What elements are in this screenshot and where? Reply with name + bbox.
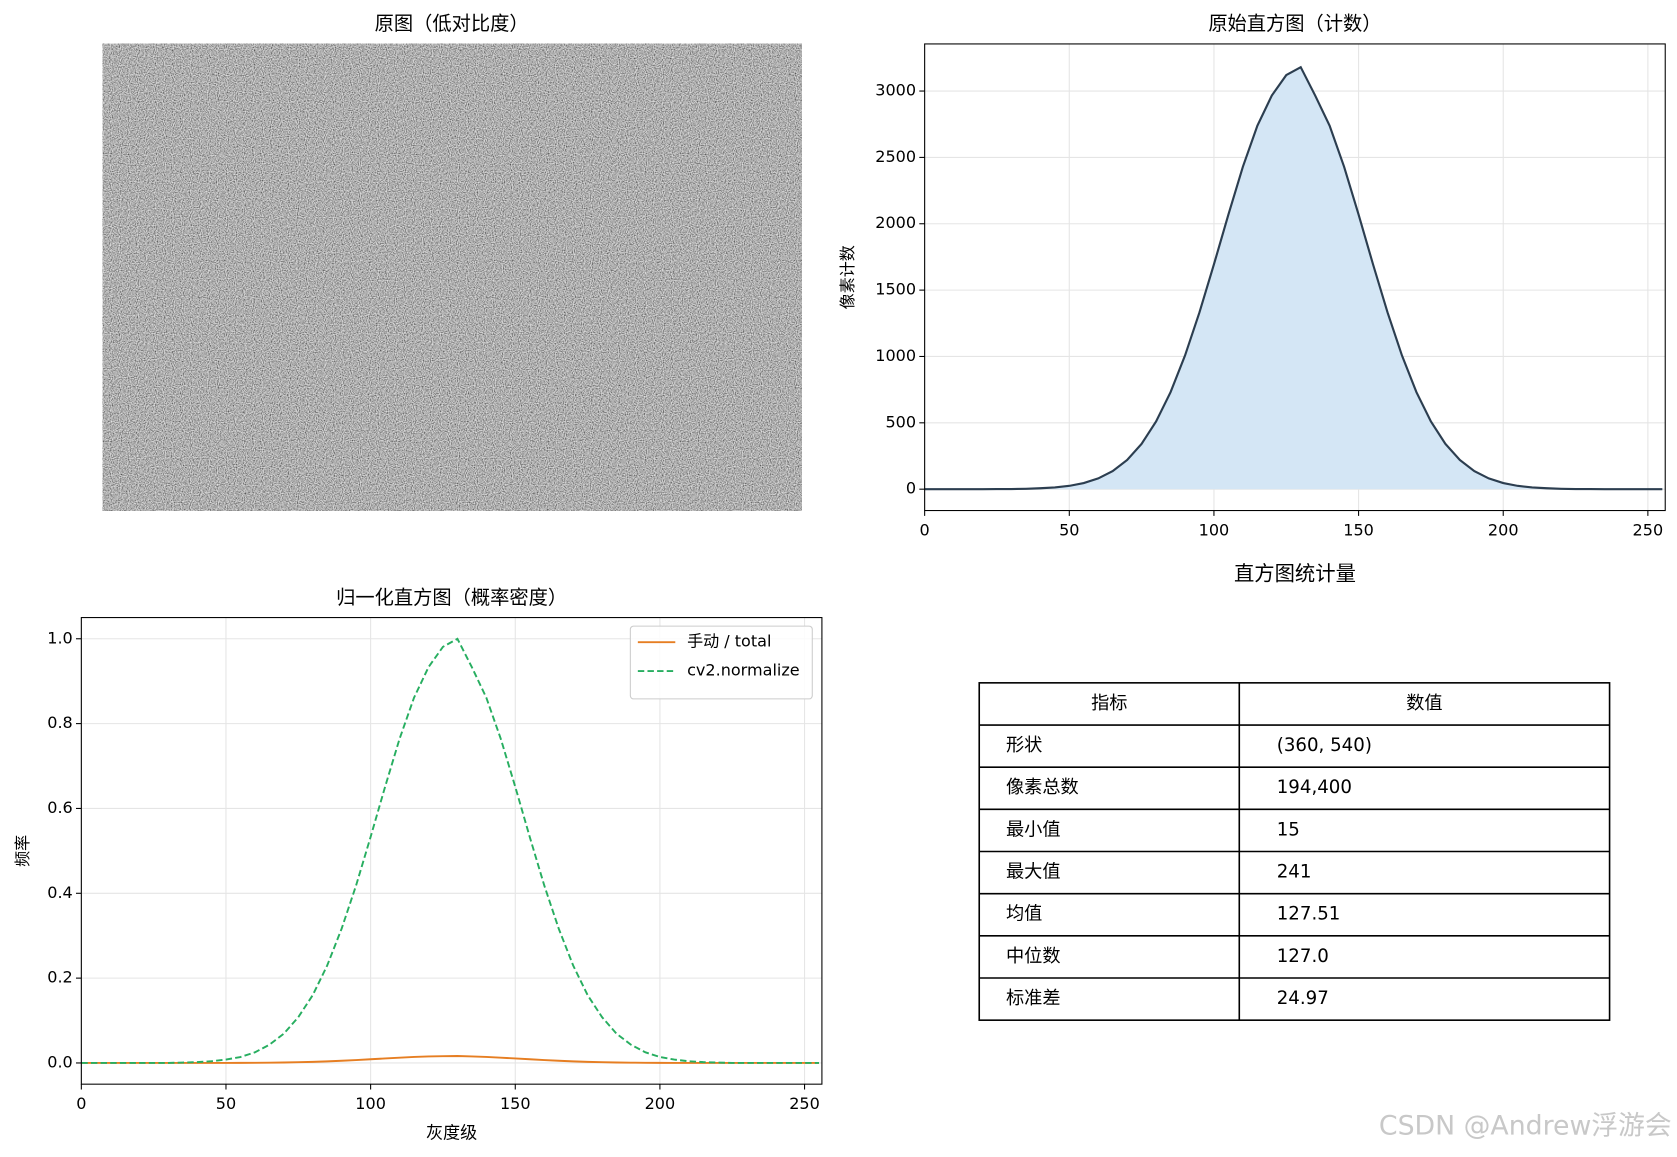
x-tick-label: 100: [355, 1094, 386, 1113]
y-tick-label: 2500: [875, 147, 916, 166]
table-cell: (360, 540): [1277, 735, 1372, 756]
plot-frame: [80, 617, 823, 1085]
y-tick-label: 500: [885, 412, 916, 431]
table-cell: 最大值: [1006, 862, 1061, 883]
line: [924, 65, 1663, 491]
x-tick-label: 150: [500, 1094, 531, 1113]
line: [81, 1055, 820, 1064]
watermark: CSDN @Andrew浮游会: [1379, 1110, 1672, 1141]
image-title: 原图（低对比度）: [375, 12, 529, 35]
y-tick-label: 3000: [875, 81, 916, 100]
y-tick-label: 1.0: [47, 628, 73, 647]
x-axis-label: 直方图统计量: [1234, 562, 1356, 586]
chart-title: 原始直方图（计数）: [1208, 12, 1381, 35]
y-tick-label: 0.6: [47, 798, 73, 817]
table-cell: 像素总数: [1006, 777, 1079, 798]
legend-label: cv2.normalize: [687, 661, 800, 680]
line: [81, 637, 820, 1064]
chart-title: 归一化直方图（概率密度）: [336, 586, 567, 609]
table-cell: 形状: [1006, 735, 1042, 756]
table-header: 数值: [1406, 693, 1442, 714]
table-cell: 标准差: [1006, 988, 1061, 1009]
x-tick-label: 0: [76, 1094, 86, 1113]
x-tick-label: 150: [1343, 520, 1374, 539]
x-tick-label: 100: [1199, 520, 1230, 539]
legend-label: 手动 / total: [687, 632, 771, 651]
table-cell: 最小值: [1006, 819, 1061, 840]
table-cell: 241: [1277, 862, 1312, 883]
plot-frame: [924, 43, 1666, 512]
x-tick-label: 200: [645, 1094, 676, 1113]
table-cell: 127.0: [1277, 946, 1329, 967]
x-tick-label: 200: [1488, 520, 1519, 539]
table-cell: 127.51: [1277, 904, 1341, 925]
table-cell: 194,400: [1277, 777, 1352, 798]
table-cell: 中位数: [1006, 946, 1061, 967]
x-tick-label: 50: [216, 1094, 236, 1113]
table-header: 指标: [1091, 693, 1127, 714]
y-tick-label: 1500: [875, 280, 916, 299]
y-tick-label: 1000: [875, 346, 916, 365]
y-tick-label: 2000: [875, 213, 916, 232]
y-tick-label: 0: [906, 479, 916, 498]
x-tick-label: 0: [920, 520, 930, 539]
x-tick-label: 250: [1633, 520, 1664, 539]
table-cell: 15: [1277, 819, 1300, 840]
table-cell: 均值: [1006, 904, 1042, 925]
noise-image: [102, 43, 802, 511]
legend-box: [629, 625, 813, 700]
x-axis-label: 灰度级: [426, 1123, 477, 1143]
y-tick-label: 0.2: [47, 968, 73, 987]
y-tick-label: 0.8: [47, 713, 73, 732]
x-tick-label: 250: [789, 1094, 820, 1113]
area-fill: [924, 67, 1663, 490]
y-axis-label: 频率: [13, 835, 32, 867]
table-cell: 24.97: [1277, 988, 1329, 1009]
y-tick-label: 0.0: [47, 1052, 73, 1071]
y-axis-label: 像素计数: [838, 245, 857, 309]
y-tick-label: 0.4: [47, 883, 73, 902]
x-tick-label: 50: [1059, 520, 1079, 539]
